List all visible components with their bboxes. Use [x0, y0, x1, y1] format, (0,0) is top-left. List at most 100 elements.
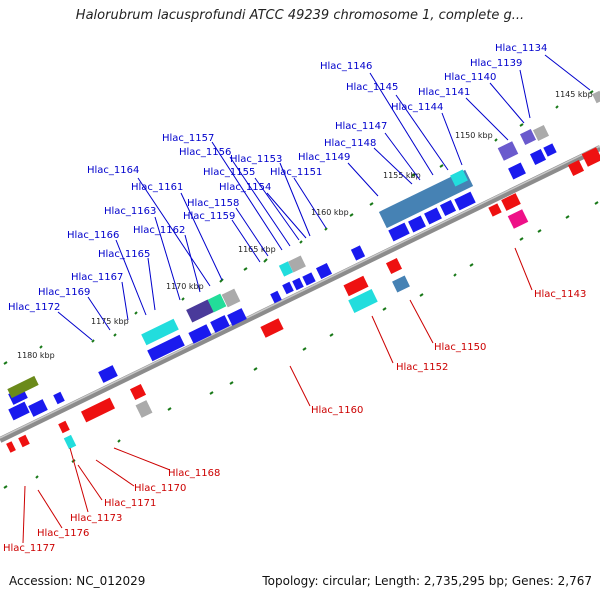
gene-label: Hlac_1157	[162, 133, 214, 144]
gene-label: Hlac_1143	[534, 289, 586, 300]
gene-green	[207, 293, 227, 313]
gene-gray-4	[592, 90, 600, 104]
gene-label: Hlac_1140	[444, 72, 496, 83]
chromosome-backbone-highlight	[0, 145, 600, 439]
gene-label: Hlac_1146	[320, 61, 372, 72]
gene-cyan-3	[450, 169, 468, 187]
gene-blue-7	[188, 324, 212, 344]
gene-label: Hlac_1164	[87, 165, 139, 176]
gene-red-5	[129, 383, 147, 401]
gene-label: Hlac_1165	[98, 249, 150, 260]
gene-blue-12	[292, 277, 304, 291]
scale-label: 1165 kbp	[238, 245, 276, 254]
gene-blue-10	[270, 290, 282, 304]
gene-blue-9	[227, 308, 247, 326]
gene-label: Hlac_1147	[335, 121, 387, 132]
gene-gray-3	[532, 124, 550, 142]
gene-red-2	[18, 434, 30, 448]
scale-label: 1145 kbp	[555, 90, 593, 99]
gene-purple-1	[186, 299, 214, 323]
gene-label: Hlac_1154	[219, 182, 271, 193]
gene-label: Hlac_1172	[8, 302, 60, 313]
gene-label: Hlac_1134	[495, 43, 547, 54]
gene-label: Hlac_1161	[131, 182, 183, 193]
gene-red-4	[80, 397, 116, 423]
gene-label: Hlac_1171	[104, 498, 156, 509]
gene-steel-blue	[378, 169, 474, 229]
gene-label: Hlac_1149	[298, 152, 350, 163]
gene-red-9	[488, 203, 502, 217]
genome-summary-text: Topology: circular; Length: 2,735,295 bp…	[262, 574, 592, 588]
scale-label: 1170 kbp	[166, 282, 204, 291]
gene-steel-rev	[392, 275, 410, 293]
scale-label: 1175 kbp	[91, 317, 129, 326]
gene-label: Hlac_1168	[168, 468, 220, 479]
gene-blue-23	[543, 143, 557, 157]
gene-blue-3	[28, 399, 48, 417]
gene-olive	[7, 375, 39, 399]
gene-cyan-rev-2	[348, 289, 378, 313]
gene-red-1	[6, 441, 16, 453]
forward-tick-row	[3, 90, 594, 365]
gene-red-8	[385, 257, 403, 275]
gene-blue-20	[454, 191, 476, 211]
reverse-labels: Hlac_1143 Hlac_1150 Hlac_1152 Hlac_1160 …	[3, 289, 586, 554]
gene-label: Hlac_1155	[203, 167, 255, 178]
gene-label: Hlac_1153	[230, 154, 282, 165]
chromosome-backbone	[0, 145, 600, 443]
gene-label: Hlac_1167	[71, 272, 123, 283]
reverse-leader-lines	[22, 247, 533, 544]
scale-label: 1155 kbp	[383, 171, 421, 180]
gene-red-7	[343, 275, 369, 297]
gene-label: Hlac_1160	[311, 405, 363, 416]
gene-label: Hlac_1148	[324, 138, 376, 149]
scale-label: 1160 kbp	[311, 208, 349, 217]
gene-label: Hlac_1156	[179, 147, 231, 158]
gene-blue-22	[529, 148, 547, 166]
scale-labels: 1145 kbp 1150 kbp 1155 kbp 1160 kbp 1165…	[17, 90, 593, 360]
gene-blue-5	[98, 365, 118, 383]
gene-label: Hlac_1163	[104, 206, 156, 217]
gene-blue-18	[424, 207, 442, 225]
gene-gray-rev-1	[135, 400, 153, 418]
gene-blue-16	[388, 222, 410, 242]
gene-label: Hlac_1173	[70, 513, 122, 524]
gene-label: Hlac_1145	[346, 82, 398, 93]
gene-blue-19	[439, 199, 457, 217]
gene-red-10	[501, 193, 521, 211]
gene-blue-6	[147, 334, 185, 362]
gene-label: Hlac_1177	[3, 543, 55, 554]
gene-purple-3	[519, 128, 537, 146]
reverse-tick-row	[3, 201, 599, 489]
gene-red-6	[260, 318, 284, 338]
gene-red-12	[581, 147, 600, 167]
gene-red-11	[567, 159, 585, 177]
gene-cyan-2	[278, 261, 294, 277]
gene-label: Hlac_1162	[133, 225, 185, 236]
gene-blue-4	[53, 391, 65, 405]
gene-blue-17	[408, 215, 426, 233]
gene-label: Hlac_1158	[187, 198, 239, 209]
gene-label: Hlac_1166	[67, 230, 119, 241]
gene-blue-15	[350, 245, 366, 261]
gene-gray-1	[221, 288, 241, 308]
gene-blue-11	[282, 281, 294, 295]
forward-leader-lines	[57, 54, 591, 341]
gene-label: Hlac_1170	[134, 483, 186, 494]
gene-blue-8	[210, 315, 230, 333]
scale-label: 1150 kbp	[455, 131, 493, 140]
gene-label: Hlac_1150	[434, 342, 486, 353]
gene-purple-2	[497, 141, 519, 161]
gene-gray-2	[288, 255, 306, 273]
gene-blue-13	[302, 272, 316, 286]
scale-label: 1180 kbp	[17, 351, 55, 360]
gene-label: Hlac_1151	[270, 167, 322, 178]
gene-blue-14	[315, 262, 333, 280]
gene-label: Hlac_1159	[183, 211, 235, 222]
gene-label: Hlac_1176	[37, 528, 89, 539]
gene-blue-2	[8, 401, 30, 421]
page-title: Halorubrum lacusprofundi ATCC 49239 chro…	[75, 8, 525, 23]
gene-label: Hlac_1152	[396, 362, 448, 373]
gene-blue-21	[508, 162, 526, 180]
